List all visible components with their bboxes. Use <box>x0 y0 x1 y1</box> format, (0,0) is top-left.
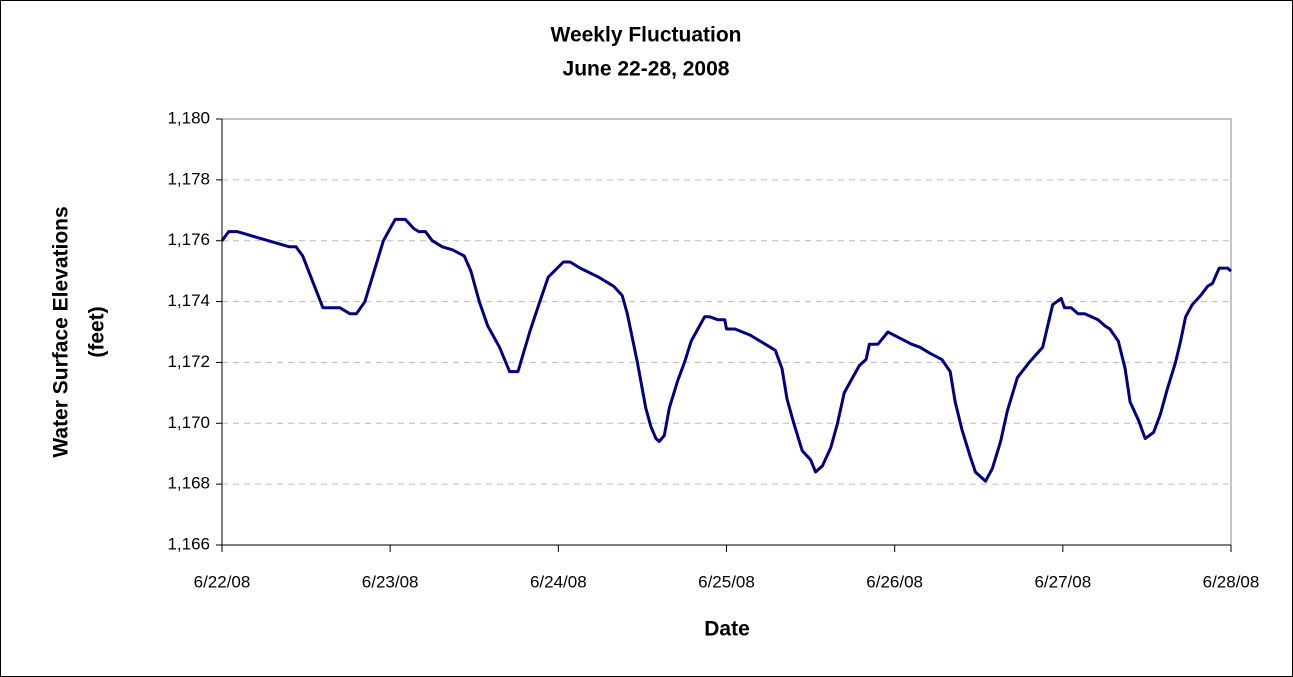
x-tick-label: 6/24/08 <box>530 572 587 591</box>
y-tick-label: 1,174 <box>167 291 210 310</box>
x-axis-label: Date <box>704 618 750 641</box>
x-tick-label: 6/26/08 <box>866 572 923 591</box>
chart-subtitle: June 22-28, 2008 <box>563 58 730 81</box>
x-tick-label: 6/25/08 <box>698 572 755 591</box>
y-tick-label: 1,176 <box>167 230 210 249</box>
data-line <box>220 217 1232 483</box>
y-tick-label: 1,168 <box>167 474 210 493</box>
y-tick-label: 1,180 <box>167 108 210 127</box>
plot-area <box>221 118 1232 546</box>
chart-title: Weekly Fluctuation <box>551 24 742 47</box>
y-tick-label: 1,172 <box>167 352 210 371</box>
y-tick-label: 1,178 <box>167 169 210 188</box>
x-tick-label: 6/23/08 <box>362 572 419 591</box>
x-tick-label: 6/27/08 <box>1034 572 1091 591</box>
x-tick-label: 6/28/08 <box>1203 572 1260 591</box>
y-axis-label: Water Surface Elevations <box>50 206 73 457</box>
x-tick-label: 6/22/08 <box>194 572 251 591</box>
y-tick-label: 1,166 <box>167 534 210 553</box>
y-tick-label: 1,170 <box>167 413 210 432</box>
y-axis-label: (feet) <box>86 306 109 357</box>
